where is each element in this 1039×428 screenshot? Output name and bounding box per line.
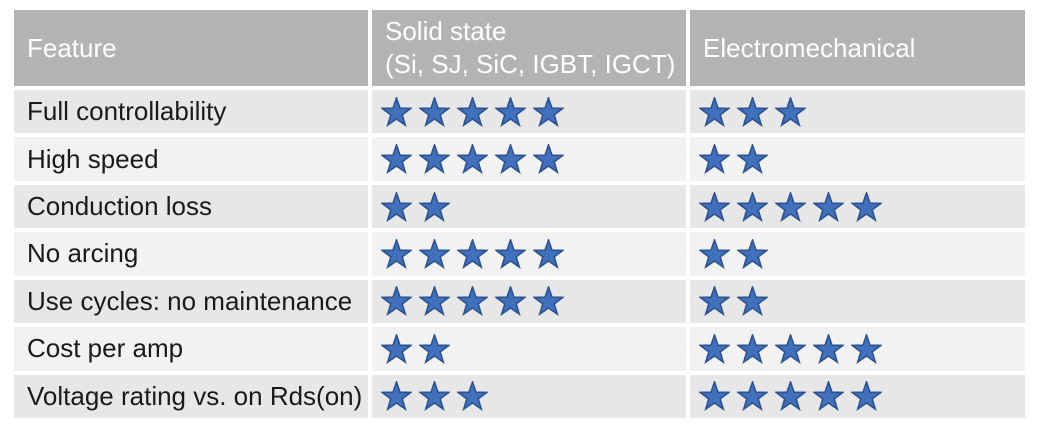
feature-label: Use cycles: no maintenance xyxy=(14,279,368,324)
electromechanical-rating xyxy=(690,374,1025,418)
electromechanical-rating xyxy=(690,232,1025,276)
feature-label: Cost per amp xyxy=(14,327,368,371)
star-icon xyxy=(381,333,412,364)
star-icon xyxy=(457,144,488,175)
star-icon xyxy=(533,286,564,317)
star-icon xyxy=(419,96,450,127)
feature-label: Voltage rating vs. on Rds(on) xyxy=(14,374,368,418)
star-icon xyxy=(775,96,806,127)
header-solid-state: Solid state (Si, SJ, SiC, IGBT, IGCT) xyxy=(372,10,686,86)
star-icon xyxy=(699,144,730,175)
star-icon xyxy=(775,333,806,364)
star-icon xyxy=(813,381,844,412)
header-solid-state-sublabel: (Si, SJ, SiC, IGBT, IGCT) xyxy=(385,49,676,79)
electromechanical-rating xyxy=(690,184,1025,229)
header-electromechanical: Electromechanical xyxy=(690,10,1025,86)
star-icon xyxy=(495,238,526,269)
star-icon xyxy=(381,238,412,269)
star-icon xyxy=(737,144,768,175)
star-icon xyxy=(737,286,768,317)
comparison-table: Feature Solid state (Si, SJ, SiC, IGBT, … xyxy=(14,10,1025,418)
star-icon xyxy=(737,333,768,364)
star-icon xyxy=(419,191,450,222)
electromechanical-rating xyxy=(690,137,1025,181)
header-feature: Feature xyxy=(14,10,368,86)
star-icon xyxy=(775,381,806,412)
star-icon xyxy=(457,238,488,269)
star-icon xyxy=(381,191,412,222)
star-icon xyxy=(737,191,768,222)
star-icon xyxy=(737,96,768,127)
solid-state-rating xyxy=(372,279,686,324)
star-icon xyxy=(533,96,564,127)
star-icon xyxy=(495,286,526,317)
solid-state-rating xyxy=(372,232,686,276)
star-icon xyxy=(699,96,730,127)
solid-state-rating xyxy=(372,90,686,134)
electromechanical-rating xyxy=(690,327,1025,371)
solid-state-rating xyxy=(372,374,686,418)
star-icon xyxy=(851,381,882,412)
star-icon xyxy=(699,238,730,269)
star-icon xyxy=(381,144,412,175)
star-icon xyxy=(381,286,412,317)
star-icon xyxy=(457,381,488,412)
star-icon xyxy=(381,381,412,412)
feature-label: Conduction loss xyxy=(14,184,368,229)
star-icon xyxy=(457,286,488,317)
star-icon xyxy=(419,286,450,317)
star-icon xyxy=(419,144,450,175)
star-icon xyxy=(699,191,730,222)
solid-state-rating xyxy=(372,327,686,371)
star-icon xyxy=(495,144,526,175)
star-icon xyxy=(419,333,450,364)
header-electromechanical-label: Electromechanical xyxy=(703,32,916,63)
solid-state-rating xyxy=(372,137,686,181)
solid-state-rating xyxy=(372,184,686,229)
header-solid-state-label: Solid state xyxy=(385,16,507,46)
feature-label: Full controllability xyxy=(14,90,368,134)
electromechanical-rating xyxy=(690,279,1025,324)
star-icon xyxy=(457,96,488,127)
star-icon xyxy=(381,96,412,127)
star-icon xyxy=(699,286,730,317)
star-icon xyxy=(419,238,450,269)
feature-label: High speed xyxy=(14,137,368,181)
star-icon xyxy=(851,333,882,364)
star-icon xyxy=(495,96,526,127)
star-icon xyxy=(737,238,768,269)
star-icon xyxy=(699,381,730,412)
star-icon xyxy=(813,333,844,364)
header-feature-label: Feature xyxy=(27,32,117,63)
star-icon xyxy=(851,191,882,222)
star-icon xyxy=(533,144,564,175)
star-icon xyxy=(813,191,844,222)
star-icon xyxy=(419,381,450,412)
star-icon xyxy=(775,191,806,222)
star-icon xyxy=(699,333,730,364)
feature-label: No arcing xyxy=(14,232,368,276)
star-icon xyxy=(533,238,564,269)
electromechanical-rating xyxy=(690,90,1025,134)
star-icon xyxy=(737,381,768,412)
